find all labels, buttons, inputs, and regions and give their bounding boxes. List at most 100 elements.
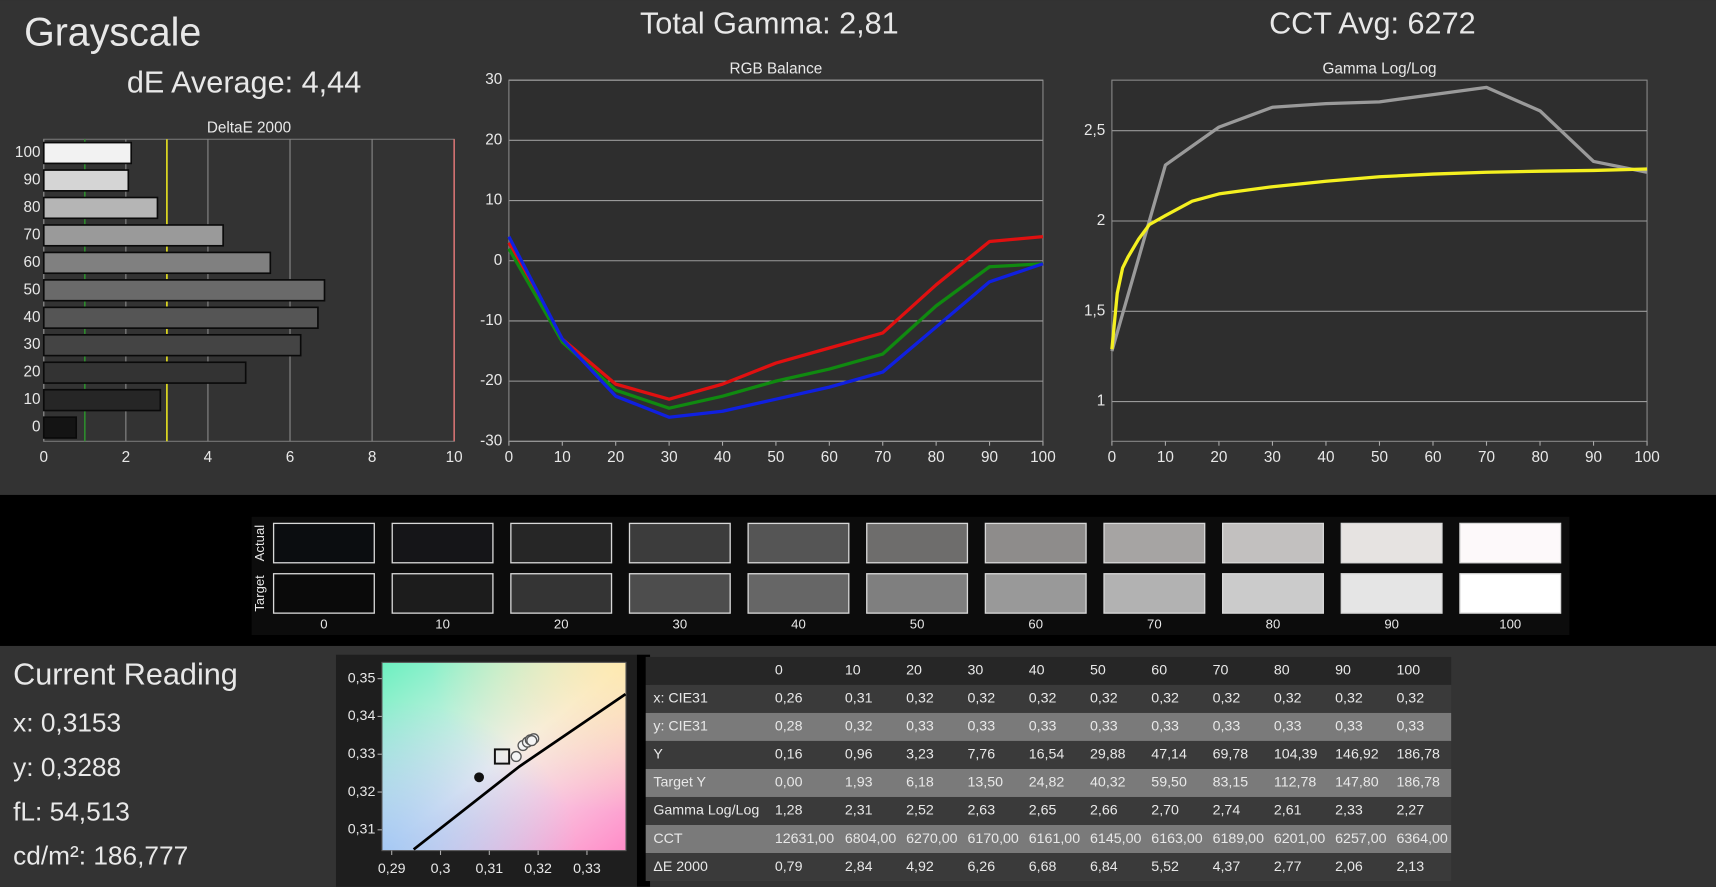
x-tick-label: 80 (928, 449, 945, 466)
swatch-label: 40 (791, 617, 806, 632)
column-header: 100 (1396, 663, 1420, 679)
table-cell: 186,78 (1396, 747, 1440, 763)
category-label: 10 (23, 391, 40, 408)
page-title: Grayscale (24, 11, 201, 55)
table-cell: 6,68 (1029, 859, 1057, 875)
table-row-bg (645, 768, 1452, 797)
swatch-label: 60 (1028, 617, 1043, 632)
table-cell: 0,32 (1335, 691, 1363, 707)
table-cell: 2,27 (1396, 803, 1424, 819)
x-tick-label: 30 (1264, 449, 1281, 466)
table-cell: 5,52 (1151, 859, 1179, 875)
swatch-actual (1221, 522, 1324, 564)
series-line (1110, 85, 1648, 352)
table-cell: 6,84 (1090, 859, 1118, 875)
swatch-actual (1340, 522, 1443, 564)
swatch-target (747, 573, 850, 614)
table-cell: 0,33 (906, 719, 934, 735)
swatch-label: 30 (673, 617, 688, 632)
bar (42, 306, 319, 329)
swatch-target (984, 573, 1087, 614)
table-cell: 6145,00 (1090, 831, 1141, 847)
swatch-target (1340, 573, 1443, 614)
swatch-label: 20 (554, 617, 569, 632)
y-tick-label: -20 (480, 372, 502, 389)
table-cell: 0,00 (775, 775, 803, 791)
table-cell: 0,26 (775, 691, 803, 707)
series-line (507, 247, 1044, 410)
column-header: 0 (775, 663, 783, 679)
row-label: Actual (252, 525, 267, 562)
table-cell: 0,79 (775, 859, 803, 875)
swatch-target (272, 573, 375, 614)
column-header: 70 (1213, 663, 1229, 679)
table-cell: 0,33 (1335, 719, 1363, 735)
table-cell: 2,52 (906, 803, 934, 819)
table-cell: 2,13 (1396, 859, 1424, 875)
swatch-target (628, 573, 731, 614)
point (474, 772, 484, 783)
reading-line: x: 0,3153 (13, 708, 121, 738)
swatch-label: 80 (1266, 617, 1281, 632)
table-cell: 0,32 (1029, 691, 1057, 707)
table-cell: 1,93 (845, 775, 873, 791)
table-cell: 0,32 (1151, 691, 1179, 707)
cct-average: CCT Avg: 6272 (1269, 7, 1476, 41)
table-cell: 7,76 (967, 747, 995, 763)
bar (42, 251, 272, 275)
table-cell: 2,31 (845, 803, 873, 819)
x-tick-label: 0,29 (378, 861, 406, 877)
category-label: 30 (23, 336, 40, 353)
x-tick-label: 0 (40, 449, 49, 466)
y-tick-label: 0,33 (348, 746, 376, 762)
table-cell: 2,06 (1335, 859, 1363, 875)
swatch-actual (510, 522, 613, 564)
table-cell: 6189,00 (1213, 831, 1264, 847)
reading-line: fL: 54,513 (13, 796, 130, 826)
table-cell: 4,92 (906, 859, 934, 875)
table-cell: 0,96 (845, 747, 873, 763)
column-header: 50 (1090, 663, 1106, 679)
table-cell: 6,18 (906, 775, 934, 791)
table-cell: 2,63 (967, 803, 995, 819)
table-cell: 0,31 (845, 691, 873, 707)
table-cell: 0,33 (1274, 719, 1302, 735)
reading-title: Current Reading (13, 658, 238, 692)
x-tick-label: 20 (607, 449, 624, 466)
table-cell: 2,74 (1213, 803, 1241, 819)
x-tick-label: 90 (1585, 449, 1602, 466)
table-cell: 0,32 (967, 691, 995, 707)
x-tick-label: 0,3 (431, 861, 451, 877)
table-cell: 0,33 (1151, 719, 1179, 735)
x-tick-label: 0 (505, 449, 514, 466)
x-tick-label: 0,31 (475, 861, 503, 877)
column-header: 10 (845, 663, 861, 679)
y-tick-label: 0,34 (348, 708, 376, 724)
category-label: 60 (23, 254, 40, 271)
bar (42, 416, 78, 439)
row-label: Gamma Log/Log (653, 803, 759, 819)
table-header-bg (645, 656, 1452, 685)
swatch-target (1103, 573, 1206, 614)
table-cell: 0,33 (967, 719, 995, 735)
x-tick-label: 10 (446, 449, 463, 466)
y-tick-label: 2,5 (1084, 122, 1105, 139)
x-tick-label: 40 (714, 449, 731, 466)
table-cell: 6,26 (967, 859, 995, 875)
table-cell: 186,78 (1396, 775, 1440, 791)
y-tick-label: 0,35 (348, 670, 376, 686)
reading-line: cd/m²: 186,777 (13, 841, 188, 871)
column-header: 80 (1274, 663, 1290, 679)
column-header: 30 (967, 663, 983, 679)
bar (42, 388, 162, 412)
swatch-actual (1459, 522, 1562, 564)
table-cell: 6170,00 (967, 831, 1018, 847)
table-cell: 6257,00 (1335, 831, 1386, 847)
chart-title: DeltaE 2000 (207, 119, 291, 136)
x-tick-label: 80 (1531, 449, 1548, 466)
bar (42, 169, 130, 192)
table-cell: 2,61 (1274, 803, 1302, 819)
row-label: Target Y (653, 775, 706, 791)
table-cell: 0,28 (775, 719, 803, 735)
